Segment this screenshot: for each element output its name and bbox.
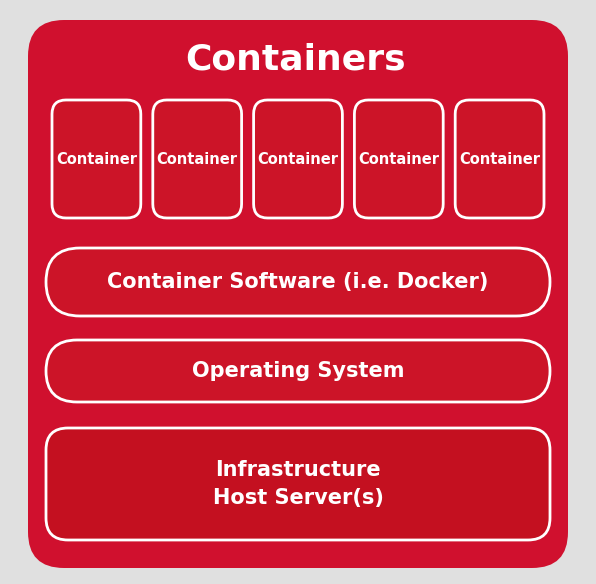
FancyBboxPatch shape — [46, 428, 550, 540]
Text: Operating System: Operating System — [192, 361, 404, 381]
FancyBboxPatch shape — [46, 340, 550, 402]
Text: Container: Container — [56, 151, 137, 166]
Text: Container: Container — [358, 151, 439, 166]
FancyBboxPatch shape — [254, 100, 342, 218]
FancyBboxPatch shape — [355, 100, 443, 218]
Text: Container: Container — [157, 151, 238, 166]
FancyBboxPatch shape — [52, 100, 141, 218]
Text: Containers: Containers — [186, 43, 406, 77]
Text: Container Software (i.e. Docker): Container Software (i.e. Docker) — [107, 272, 489, 292]
FancyBboxPatch shape — [455, 100, 544, 218]
Text: Infrastructure
Host Server(s): Infrastructure Host Server(s) — [213, 460, 383, 508]
FancyBboxPatch shape — [46, 248, 550, 316]
FancyBboxPatch shape — [153, 100, 241, 218]
FancyBboxPatch shape — [28, 20, 568, 568]
Text: Container: Container — [459, 151, 540, 166]
Text: Container: Container — [257, 151, 339, 166]
